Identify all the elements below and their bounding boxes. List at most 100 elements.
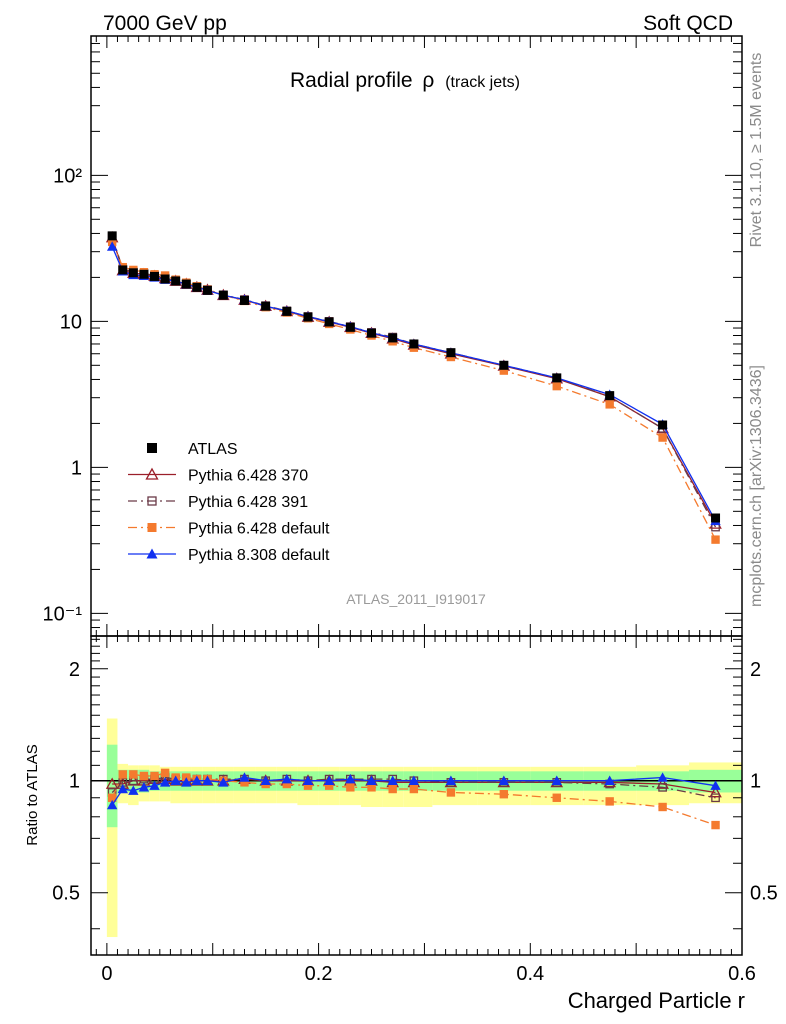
x-axis-label: Charged Particle r — [568, 988, 745, 1013]
x-tick-label: 0.2 — [305, 963, 333, 985]
data-point-pythia-6-428-default — [711, 535, 720, 544]
data-point-atlas — [192, 282, 202, 292]
ratio-point-pythia-6-428-default — [118, 770, 127, 779]
ratio-point-pythia-6-428-default — [240, 778, 249, 787]
title-symbol: ρ — [422, 69, 434, 92]
x-tick-label: 0 — [101, 963, 112, 985]
data-point-atlas — [303, 312, 313, 322]
ratio-point-pythia-8-308-default — [128, 785, 139, 795]
ratio-y-tick-label: 1 — [69, 771, 80, 793]
legend-marker-pythia-6-428-370 — [145, 467, 159, 480]
data-point-pythia-6-428-default — [658, 433, 667, 442]
band-inner-bin — [106, 744, 118, 828]
data-point-atlas — [139, 269, 149, 279]
ratio-point-pythia-8-308-default — [159, 777, 171, 787]
ratio-point-pythia-8-308-default — [551, 775, 562, 785]
y-tick-label: 10 — [60, 311, 82, 333]
ratio-curves — [105, 768, 722, 830]
ratio-point-pythia-8-308-default — [710, 780, 721, 790]
data-point-atlas — [118, 265, 128, 275]
data-point-atlas — [202, 285, 212, 295]
legend-label-pythia-6-428-default: Pythia 6.428 default — [188, 521, 330, 538]
ratio-point-pythia-6-428-default — [303, 781, 313, 790]
data-point-pythia-6-428-default — [552, 381, 561, 391]
data-point-atlas — [128, 268, 138, 278]
ratio-point-pythia-8-308-default — [218, 777, 229, 787]
watermark: ATLAS_2011_I919017 — [346, 591, 486, 607]
ratio-y-tick-label-right: 1 — [750, 771, 761, 793]
ratio-point-pythia-8-308-default — [366, 775, 377, 785]
data-point-atlas — [160, 274, 170, 284]
ratio-point-pythia-6-428-default — [499, 790, 509, 799]
ratio-point-pythia-8-308-default — [345, 773, 356, 784]
y-tick-label: 10⁻¹ — [43, 603, 83, 625]
ratio-point-pythia-6-428-default — [552, 793, 561, 802]
data-point-atlas — [605, 391, 615, 401]
ratio-y-tick-label-right: 2 — [750, 659, 761, 681]
ratio-point-pythia-8-308-default — [408, 775, 420, 785]
ratio-point-pythia-6-428-default — [139, 771, 149, 781]
ratio-point-pythia-6-428-default — [388, 784, 397, 794]
ratio-line-pythia-6-428-391 — [111, 776, 716, 799]
ratio-point-pythia-6-428-default — [446, 788, 456, 797]
data-point-atlas — [446, 348, 456, 358]
ratio-plot-frame — [90, 635, 743, 956]
data-point-atlas — [658, 420, 668, 430]
ratio-point-pythia-8-308-default — [138, 782, 150, 792]
data-point-atlas — [239, 295, 249, 305]
ratio-point-pythia-6-428-default — [324, 781, 334, 790]
data-point-atlas — [324, 317, 334, 327]
data-point-pythia-6-428-default — [499, 366, 509, 375]
ratio-point-pythia-8-308-default — [149, 780, 160, 790]
data-point-atlas — [150, 271, 160, 281]
uncertainty-bands — [91, 718, 742, 938]
data-point-atlas — [711, 513, 721, 523]
ratio-point-pythia-6-428-default — [658, 802, 667, 812]
main-curves — [105, 230, 722, 544]
data-point-atlas — [261, 301, 271, 311]
main-plot-frame — [90, 35, 743, 637]
data-point-atlas — [345, 322, 355, 332]
data-point-pythia-8-308-default — [106, 241, 118, 251]
legend-marker-pythia-6-428-391 — [147, 496, 157, 506]
data-point-atlas — [388, 333, 398, 343]
ratio-point-pythia-8-308-default — [181, 777, 192, 787]
ratio-point-pythia-8-308-default — [260, 775, 271, 785]
ratio-point-pythia-8-308-default — [106, 799, 118, 810]
ratio-point-pythia-8-308-default — [281, 773, 293, 784]
data-point-atlas — [282, 306, 292, 316]
ratio-point-pythia-8-308-default — [323, 775, 335, 785]
legend-marker-pythia-6-428-default — [147, 523, 157, 532]
legend-label-pythia-8-308-default: Pythia 8.308 default — [188, 547, 330, 564]
legend: ATLAS Pythia 6.428 370 Pythia 6.428 391 Pyt… — [128, 441, 330, 564]
ratio-point-pythia-6-428-391 — [658, 782, 667, 792]
title-text: Radial profile — [290, 69, 413, 92]
legend-label-pythia-6-428-391: Pythia 6.428 391 — [188, 494, 308, 511]
ratio-point-pythia-6-428-default — [150, 771, 159, 781]
data-point-pythia-6-428-default — [605, 400, 614, 409]
mcplots-label: mcplots.cern.ch [arXiv:1306.3436] — [748, 365, 765, 607]
ratio-point-pythia-8-308-default — [498, 775, 510, 785]
ratio-point-pythia-8-308-default — [387, 775, 398, 785]
legend-label-pythia-6-428-370: Pythia 6.428 370 — [188, 468, 308, 485]
header-right: Soft QCD — [643, 12, 733, 35]
ratio-point-pythia-8-308-default — [657, 772, 668, 782]
ratio-point-pythia-6-428-default — [605, 797, 614, 806]
y-tick-label: 10² — [53, 165, 82, 187]
data-point-atlas — [552, 373, 562, 383]
header-left: 7000 GeV pp — [103, 12, 227, 35]
ratio-y-tick-label-right: 0.5 — [750, 883, 778, 905]
ratio-point-pythia-6-428-default — [711, 820, 720, 830]
legend-label-atlas: ATLAS — [188, 441, 238, 458]
data-point-atlas — [107, 231, 117, 241]
ratio-point-pythia-6-428-default — [160, 768, 170, 778]
data-point-atlas — [367, 328, 377, 338]
ratio-point-pythia-8-308-default — [117, 783, 128, 794]
ratio-point-pythia-6-428-default — [409, 784, 419, 794]
ratio-point-pythia-8-308-default — [191, 775, 203, 785]
ratio-point-pythia-6-428-default — [282, 779, 292, 789]
ratio-point-pythia-8-308-default — [302, 775, 314, 785]
ratio-point-pythia-6-428-370 — [709, 785, 722, 798]
y-tick-label: 1 — [71, 457, 82, 479]
